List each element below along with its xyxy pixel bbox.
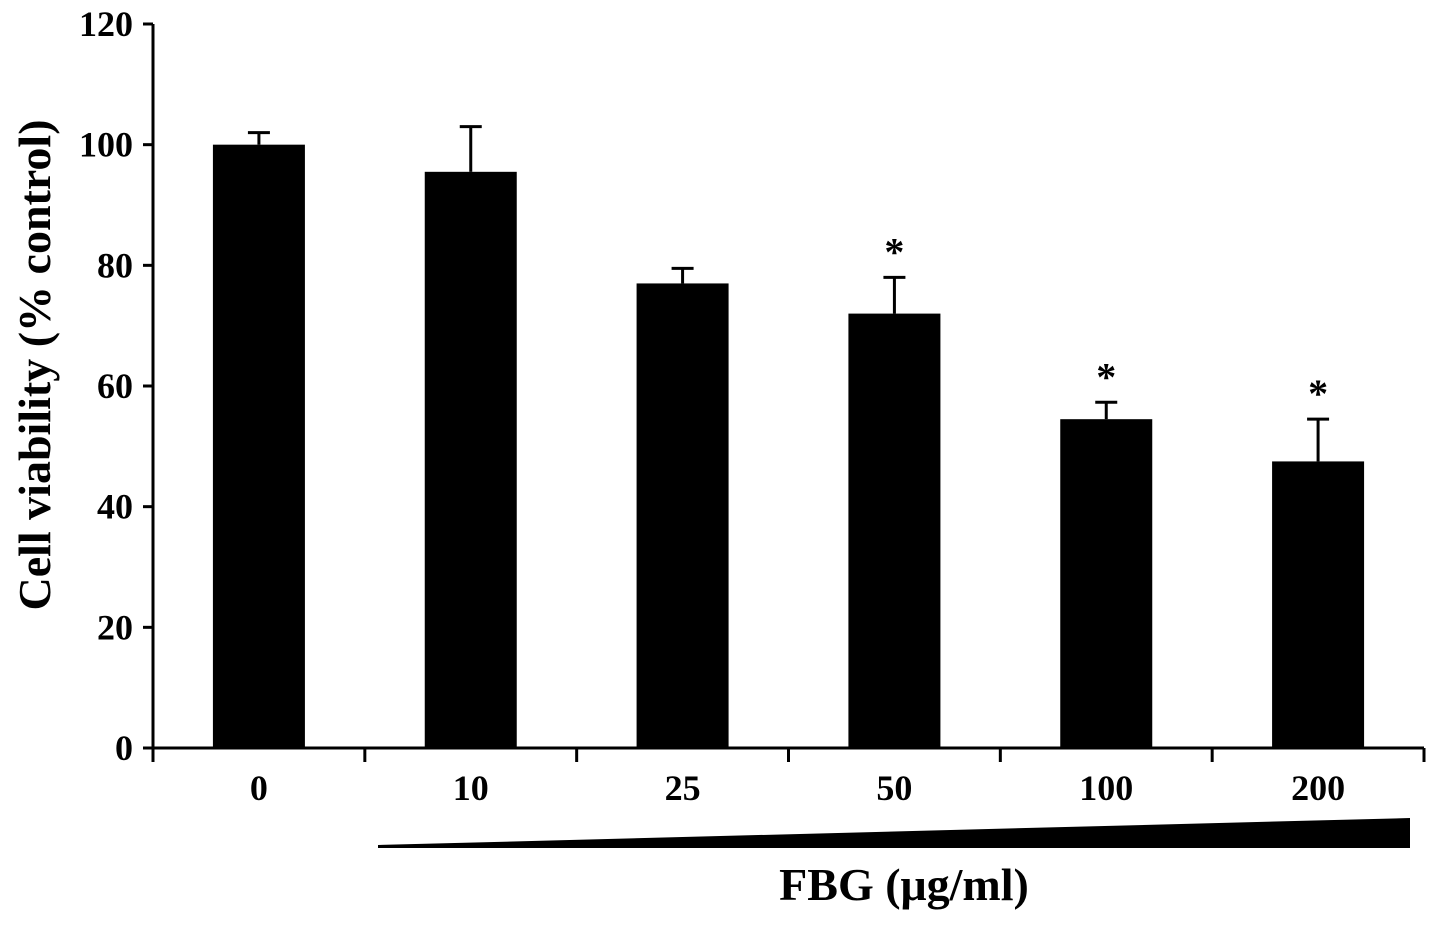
y-tick-label: 80 xyxy=(97,245,133,285)
bars xyxy=(212,144,1365,749)
x-tick-label: 10 xyxy=(453,768,489,808)
error-bars xyxy=(247,125,1330,462)
bar xyxy=(212,144,305,748)
x-axis: 0 10 25 50 100 200 xyxy=(151,746,1426,808)
y-axis-label: Cell viability (% control) xyxy=(9,119,60,610)
bar xyxy=(1272,461,1365,748)
bar xyxy=(848,313,941,748)
y-tick-label: 20 xyxy=(97,607,133,647)
concentration-wedge xyxy=(378,818,1410,848)
x-tick-label: 50 xyxy=(876,768,912,808)
y-tick-label: 100 xyxy=(79,125,133,165)
y-tick-label: 40 xyxy=(97,487,133,527)
significance-marker: * xyxy=(1096,354,1116,399)
x-tick-label: 25 xyxy=(665,768,701,808)
significance-markers: * * * xyxy=(884,229,1328,416)
significance-marker: * xyxy=(1308,371,1328,416)
x-tick-label: 0 xyxy=(250,768,268,808)
y-axis: 0 20 40 60 80 100 120 xyxy=(79,4,155,768)
y-tick-label: 120 xyxy=(79,4,133,44)
y-tick-label: 0 xyxy=(115,728,133,768)
bar xyxy=(424,171,517,749)
significance-marker: * xyxy=(884,229,904,274)
x-tick-label: 100 xyxy=(1079,768,1133,808)
x-tick-label: 200 xyxy=(1291,768,1345,808)
bar xyxy=(636,283,729,748)
bar xyxy=(1060,419,1153,748)
x-axis-label: FBG (μg/ml) xyxy=(779,859,1029,910)
y-tick-label: 60 xyxy=(97,366,133,406)
